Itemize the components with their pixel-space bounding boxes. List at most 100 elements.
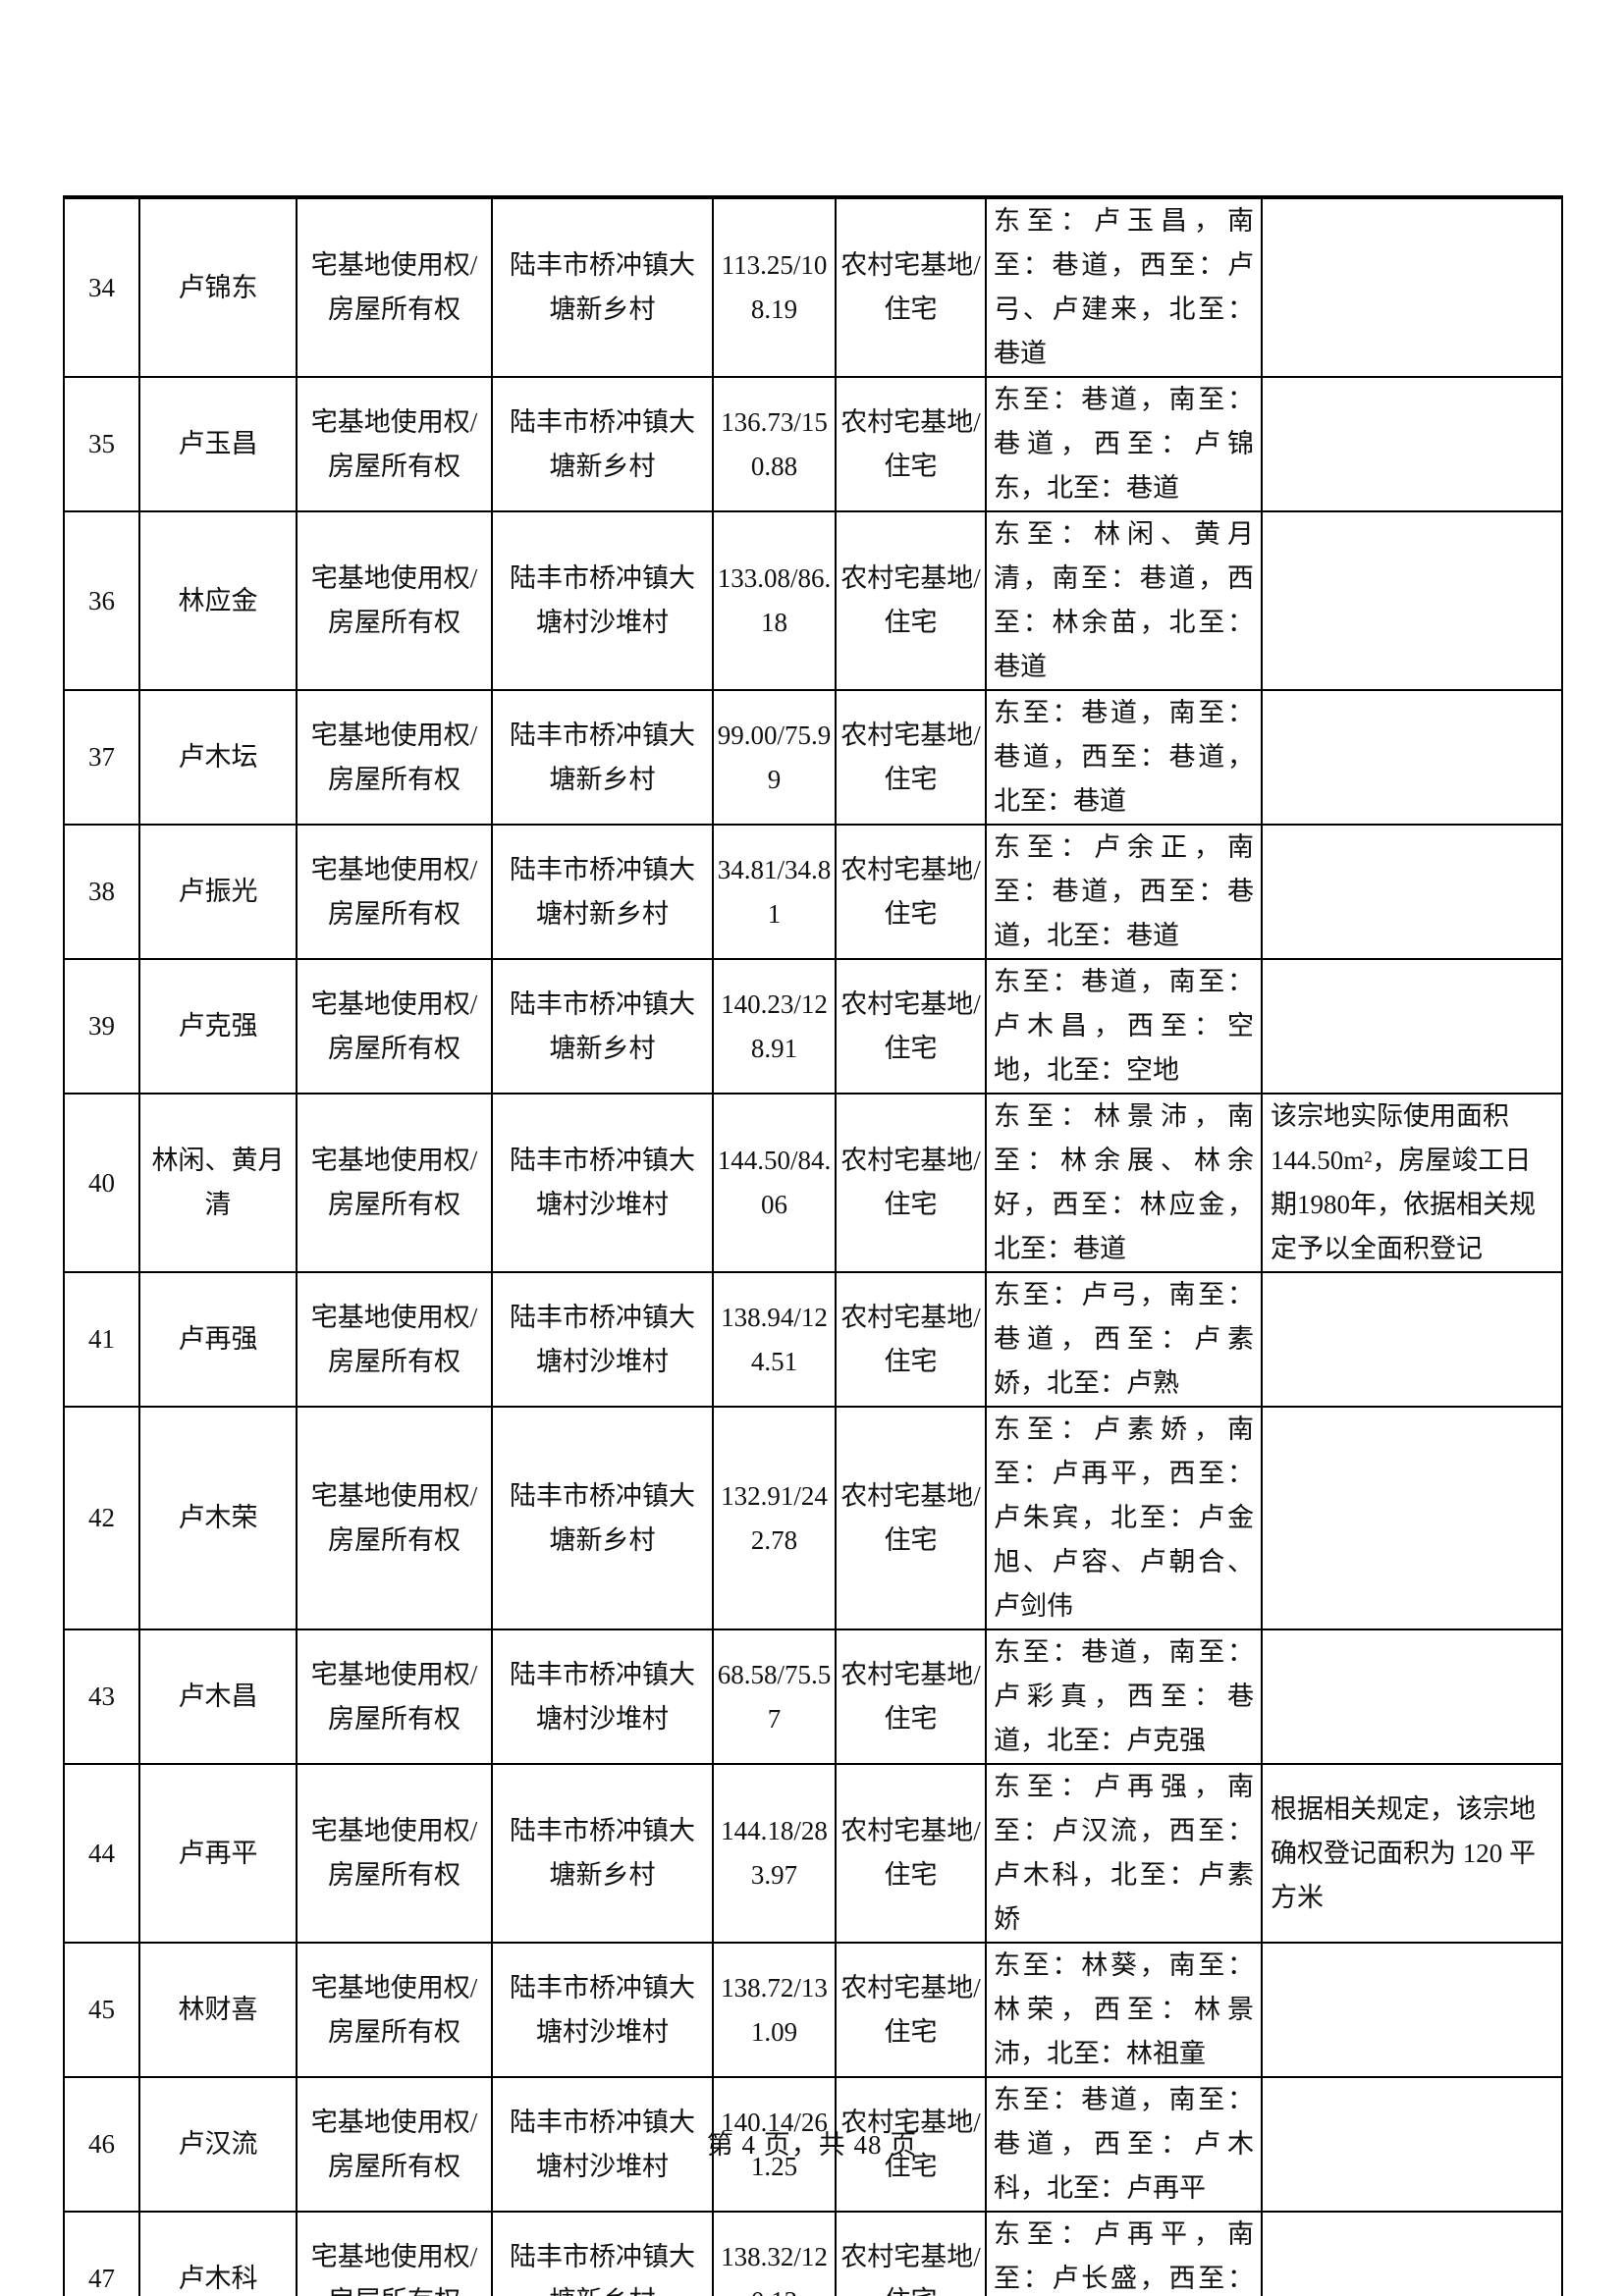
col-right-type-cell: 宅基地使用权/房屋所有权 [296, 1271, 493, 1408]
col-right-type-cell: 宅基地使用权/房屋所有权 [296, 376, 493, 512]
col-owner-cell: 卢木科 [138, 2211, 298, 2296]
col-boundaries-cell: 东至：卢弓，南至：巷道，西至：卢素娇，北至：卢熟 [985, 1271, 1263, 1408]
col-owner-cell: 卢再强 [138, 1271, 298, 1408]
col-remark-cell [1261, 1271, 1563, 1408]
col-index-cell: 40 [63, 1093, 140, 1273]
col-use-cell: 农村宅基地/住宅 [835, 1763, 987, 1944]
table-row: 44 卢再平 宅基地使用权/房屋所有权 陆丰市桥冲镇大塘新乡村 144.18/283.9… [63, 1763, 1563, 1944]
col-owner-cell: 卢木荣 [138, 1406, 298, 1630]
col-owner-cell: 卢锦东 [138, 196, 298, 378]
col-remark-cell [1261, 510, 1563, 691]
col-use-cell: 农村宅基地/住宅 [835, 1271, 987, 1408]
col-index-cell: 44 [63, 1763, 140, 1944]
col-use-cell: 农村宅基地/住宅 [835, 510, 987, 691]
col-owner-cell: 卢再平 [138, 1763, 298, 1944]
col-remark-cell: 该宗地实际使用面积144.50m²，房屋竣工日期1980年，依据相关规定予以全面… [1261, 1093, 1563, 1273]
col-boundaries-cell: 东至：卢再平，南至：卢长盛，西至：巷道，北至：巷道 [985, 2211, 1263, 2296]
col-right-type-cell: 宅基地使用权/房屋所有权 [296, 1629, 493, 1765]
col-index-cell: 46 [63, 2076, 140, 2213]
col-location-cell: 陆丰市桥冲镇大塘新乡村 [491, 1763, 714, 1944]
col-location-cell: 陆丰市桥冲镇大塘新乡村 [491, 1406, 714, 1630]
col-boundaries-cell: 东至：林景沛，南至：林余展、林余好，西至：林应金，北至：巷道 [985, 1093, 1263, 1273]
col-index-cell: 37 [63, 689, 140, 826]
col-use-cell: 农村宅基地/住宅 [835, 958, 987, 1095]
table-row: 45 林财喜 宅基地使用权/房屋所有权 陆丰市桥冲镇大塘村沙堆村 138.72/131.… [63, 1942, 1563, 2078]
page-number-footer: 第 4 页，共 48 页 [706, 2130, 918, 2160]
col-owner-cell: 卢振光 [138, 824, 298, 960]
col-index-cell: 34 [63, 196, 140, 378]
col-index-cell: 36 [63, 510, 140, 691]
col-boundaries-cell: 东至：卢玉昌，南至：巷道，西至：卢弓、卢建来，北至：巷道 [985, 196, 1263, 378]
col-use-cell: 农村宅基地/住宅 [835, 196, 987, 378]
col-remark-cell [1261, 958, 1563, 1095]
col-owner-cell: 卢玉昌 [138, 376, 298, 512]
col-location-cell: 陆丰市桥冲镇大塘新乡村 [491, 689, 714, 826]
col-right-type-cell: 宅基地使用权/房屋所有权 [296, 824, 493, 960]
col-index-cell: 43 [63, 1629, 140, 1765]
col-right-type-cell: 宅基地使用权/房屋所有权 [296, 1406, 493, 1630]
col-remark-cell [1261, 376, 1563, 512]
col-use-cell: 农村宅基地/住宅 [835, 2211, 987, 2296]
col-index-cell: 35 [63, 376, 140, 512]
col-boundaries-cell: 东至：巷道，南至：巷道，西至：巷道，北至：巷道 [985, 689, 1263, 826]
col-area-cell: 34.81/34.81 [712, 824, 837, 960]
col-area-cell: 138.72/131.09 [712, 1942, 837, 2078]
col-area-cell: 68.58/75.57 [712, 1629, 837, 1765]
col-right-type-cell: 宅基地使用权/房屋所有权 [296, 2076, 493, 2213]
table-row: 40 林闲、黄月清 宅基地使用权/房屋所有权 陆丰市桥冲镇大塘村沙堆村 144.50/8… [63, 1093, 1563, 1273]
col-location-cell: 陆丰市桥冲镇大塘新乡村 [491, 376, 714, 512]
col-index-cell: 47 [63, 2211, 140, 2296]
col-area-cell: 136.73/150.88 [712, 376, 837, 512]
col-remark-cell [1261, 2211, 1563, 2296]
col-use-cell: 农村宅基地/住宅 [835, 1093, 987, 1273]
table-row: 37 卢木坛 宅基地使用权/房屋所有权 陆丰市桥冲镇大塘新乡村 99.00/75.99 农… [63, 689, 1563, 826]
col-boundaries-cell: 东至：卢余正，南至：巷道，西至：巷道，北至：巷道 [985, 824, 1263, 960]
col-area-cell: 138.94/124.51 [712, 1271, 837, 1408]
col-right-type-cell: 宅基地使用权/房屋所有权 [296, 196, 493, 378]
col-use-cell: 农村宅基地/住宅 [835, 376, 987, 512]
table-row: 42 卢木荣 宅基地使用权/房屋所有权 陆丰市桥冲镇大塘新乡村 132.91/242.7… [63, 1406, 1563, 1630]
table-row: 41 卢再强 宅基地使用权/房屋所有权 陆丰市桥冲镇大塘村沙堆村 138.94/124.… [63, 1271, 1563, 1408]
table-body: 34 卢锦东 宅基地使用权/房屋所有权 陆丰市桥冲镇大塘新乡村 113.25/108.1… [63, 196, 1563, 2296]
col-owner-cell: 林应金 [138, 510, 298, 691]
col-boundaries-cell: 东至：巷道，南至：卢彩真，西至：巷道，北至：卢克强 [985, 1629, 1263, 1765]
col-right-type-cell: 宅基地使用权/房屋所有权 [296, 689, 493, 826]
col-index-cell: 38 [63, 824, 140, 960]
col-area-cell: 133.08/86.18 [712, 510, 837, 691]
col-area-cell: 144.18/283.97 [712, 1763, 837, 1944]
col-area-cell: 99.00/75.99 [712, 689, 837, 826]
col-location-cell: 陆丰市桥冲镇大塘新乡村 [491, 2211, 714, 2296]
col-right-type-cell: 宅基地使用权/房屋所有权 [296, 958, 493, 1095]
col-remark-cell: 根据相关规定，该宗地确权登记面积为 120 平方米 [1261, 1763, 1563, 1944]
col-index-cell: 41 [63, 1271, 140, 1408]
col-owner-cell: 卢克强 [138, 958, 298, 1095]
col-owner-cell: 卢汉流 [138, 2076, 298, 2213]
table-row: 46 卢汉流 宅基地使用权/房屋所有权 陆丰市桥冲镇大塘村沙堆村 140.14/261.… [63, 2076, 1563, 2213]
col-use-cell: 农村宅基地/住宅 [835, 1406, 987, 1630]
col-location-cell: 陆丰市桥冲镇大塘村沙堆村 [491, 510, 714, 691]
col-index-cell: 45 [63, 1942, 140, 2078]
col-boundaries-cell: 东至：巷道，南至：卢木昌，西至：空地，北至：空地 [985, 958, 1263, 1095]
table-row: 35 卢玉昌 宅基地使用权/房屋所有权 陆丰市桥冲镇大塘新乡村 136.73/150.8… [63, 376, 1563, 512]
table-row: 36 林应金 宅基地使用权/房屋所有权 陆丰市桥冲镇大塘村沙堆村 133.08/86.1… [63, 510, 1563, 691]
col-use-cell: 农村宅基地/住宅 [835, 689, 987, 826]
col-location-cell: 陆丰市桥冲镇大塘村沙堆村 [491, 1271, 714, 1408]
col-use-cell: 农村宅基地/住宅 [835, 1629, 987, 1765]
col-location-cell: 陆丰市桥冲镇大塘村新乡村 [491, 824, 714, 960]
col-location-cell: 陆丰市桥冲镇大塘村沙堆村 [491, 1093, 714, 1273]
table-row: 38 卢振光 宅基地使用权/房屋所有权 陆丰市桥冲镇大塘村新乡村 34.81/34.81… [63, 824, 1563, 960]
col-boundaries-cell: 东至：卢再强，南至：卢汉流，西至：卢木科，北至：卢素娇 [985, 1763, 1263, 1944]
table-row: 39 卢克强 宅基地使用权/房屋所有权 陆丰市桥冲镇大塘新乡村 140.23/128.9… [63, 958, 1563, 1095]
col-right-type-cell: 宅基地使用权/房屋所有权 [296, 1763, 493, 1944]
col-index-cell: 39 [63, 958, 140, 1095]
col-boundaries-cell: 东至：卢素娇，南至：卢再平，西至：卢朱宾，北至：卢金旭、卢容、卢朝合、卢剑伟 [985, 1406, 1263, 1630]
col-owner-cell: 林财喜 [138, 1942, 298, 2078]
col-boundaries-cell: 东至：巷道，南至：巷道，西至：卢锦东，北至：巷道 [985, 376, 1263, 512]
table-row: 34 卢锦东 宅基地使用权/房屋所有权 陆丰市桥冲镇大塘新乡村 113.25/108.1… [63, 196, 1563, 378]
col-area-cell: 140.23/128.91 [712, 958, 837, 1095]
col-owner-cell: 林闲、黄月清 [138, 1093, 298, 1273]
col-right-type-cell: 宅基地使用权/房屋所有权 [296, 1942, 493, 2078]
col-remark-cell [1261, 824, 1563, 960]
col-location-cell: 陆丰市桥冲镇大塘村沙堆村 [491, 1942, 714, 2078]
